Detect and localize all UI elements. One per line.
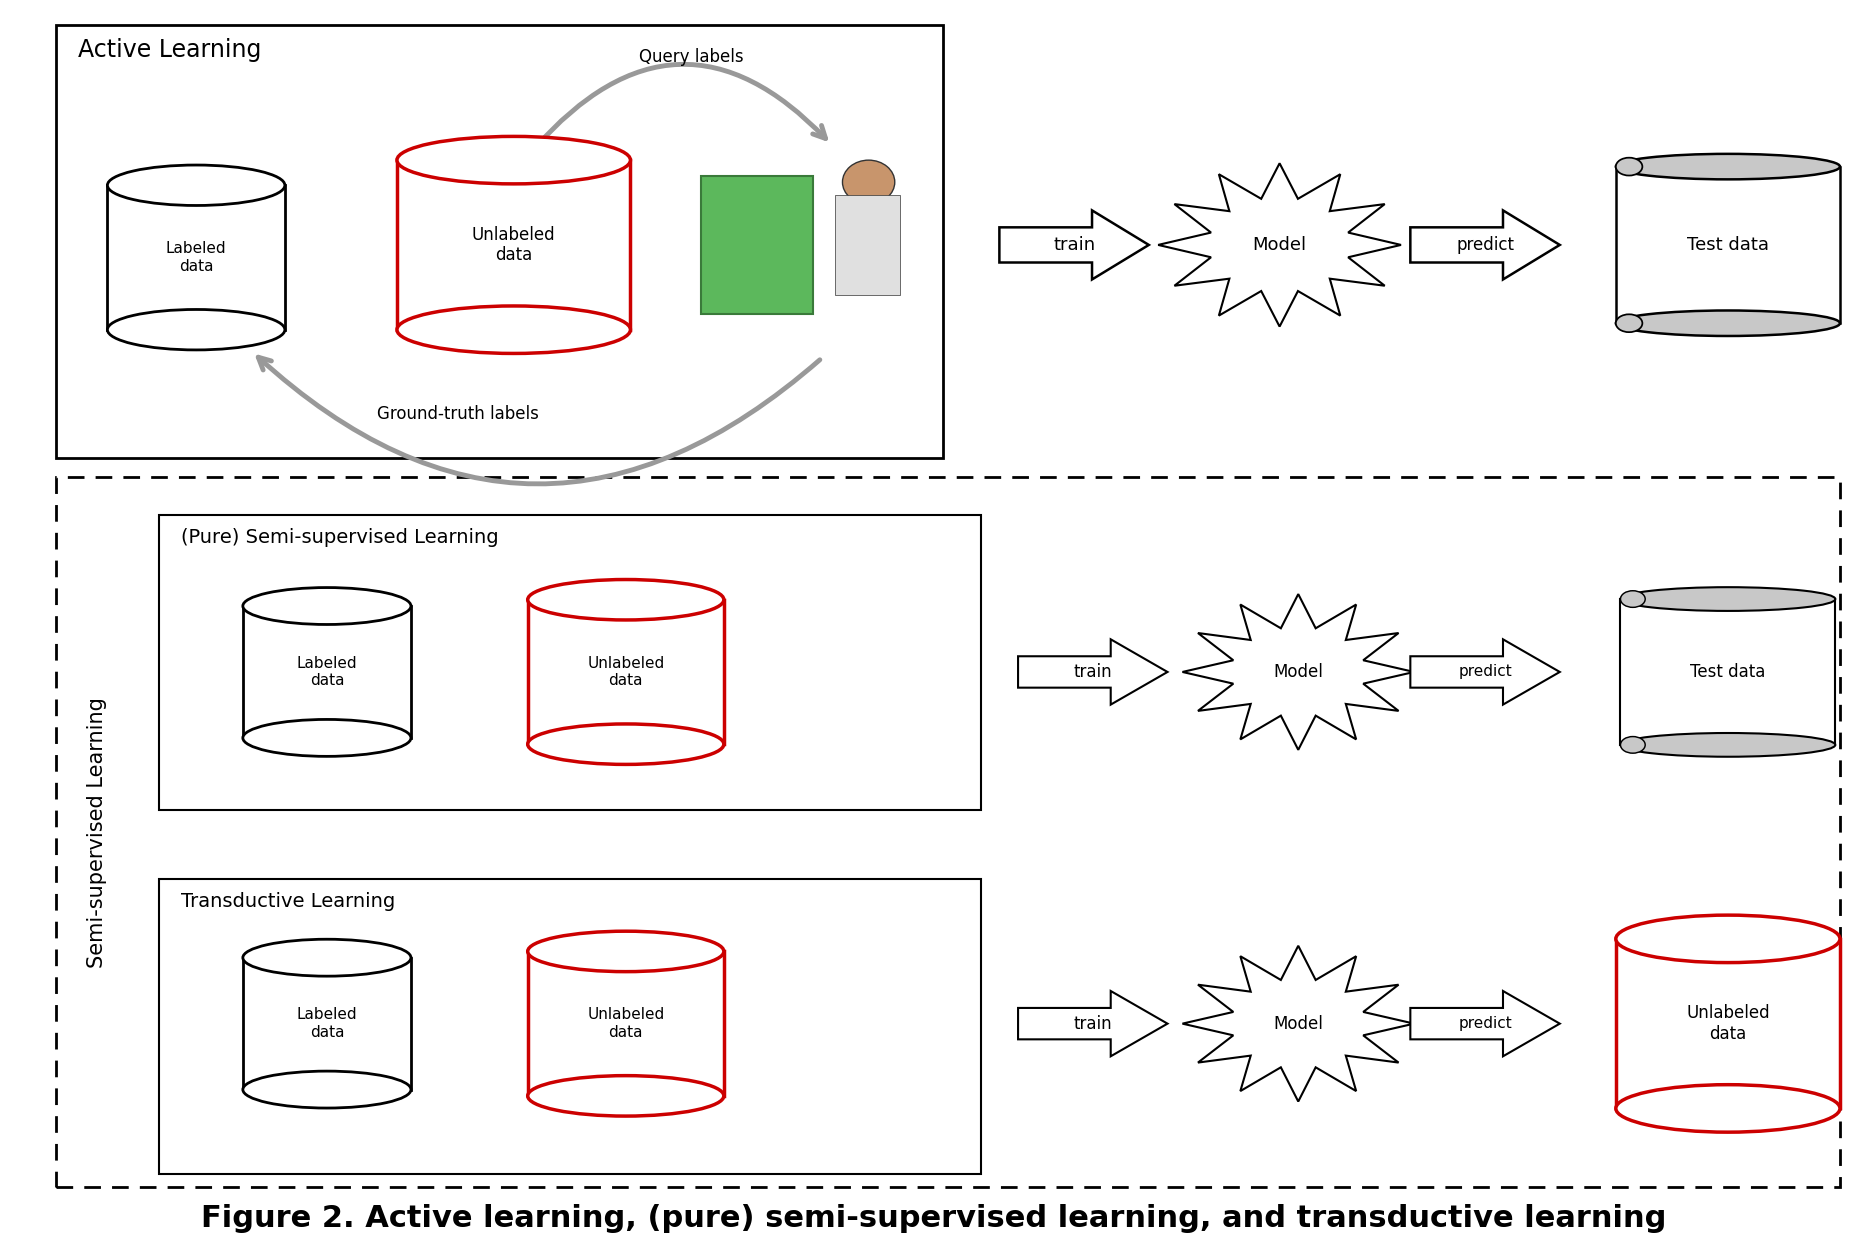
Circle shape <box>1616 314 1642 332</box>
Ellipse shape <box>398 306 631 353</box>
Ellipse shape <box>1621 587 1836 610</box>
Text: Labeled
data: Labeled data <box>297 656 357 688</box>
Circle shape <box>1621 736 1646 754</box>
Bar <box>56 25 943 458</box>
Ellipse shape <box>842 160 895 203</box>
Ellipse shape <box>243 720 411 756</box>
Bar <box>108 185 286 329</box>
Ellipse shape <box>529 1075 725 1117</box>
Text: predict: predict <box>1459 1016 1511 1031</box>
Bar <box>243 605 411 737</box>
Text: Query labels: Query labels <box>639 48 743 65</box>
Ellipse shape <box>106 165 286 206</box>
Text: Unlabeled
data: Unlabeled data <box>473 226 555 264</box>
Text: Active Learning: Active Learning <box>78 38 262 62</box>
Polygon shape <box>1410 210 1560 279</box>
Ellipse shape <box>1616 1085 1840 1132</box>
Ellipse shape <box>243 1071 411 1108</box>
Bar <box>243 957 411 1089</box>
Polygon shape <box>1182 594 1414 750</box>
Text: predict: predict <box>1455 236 1515 254</box>
Bar <box>1621 610 1834 734</box>
Text: Model: Model <box>1274 1015 1323 1032</box>
Circle shape <box>1616 158 1642 176</box>
Ellipse shape <box>243 939 411 976</box>
Bar <box>1616 180 1840 310</box>
Bar <box>835 195 900 295</box>
Bar <box>398 160 631 329</box>
Ellipse shape <box>1616 153 1840 180</box>
Text: train: train <box>1054 236 1095 254</box>
Text: Unlabeled
data: Unlabeled data <box>1687 1005 1769 1042</box>
Text: Test data: Test data <box>1691 663 1765 681</box>
Ellipse shape <box>529 723 725 765</box>
Ellipse shape <box>1616 916 1840 962</box>
Text: Unlabeled
data: Unlabeled data <box>587 1007 665 1040</box>
Text: Unlabeled
data: Unlabeled data <box>587 656 665 688</box>
Ellipse shape <box>398 137 631 183</box>
FancyArrowPatch shape <box>258 357 820 484</box>
Text: predict: predict <box>1459 664 1511 679</box>
Text: Test data: Test data <box>1687 236 1769 254</box>
Text: Labeled
data: Labeled data <box>166 241 226 274</box>
Text: train: train <box>1074 1015 1111 1032</box>
Polygon shape <box>1158 163 1401 327</box>
Polygon shape <box>1018 991 1168 1056</box>
Polygon shape <box>999 210 1149 279</box>
Text: Semi-supervised Learning: Semi-supervised Learning <box>88 697 106 967</box>
Polygon shape <box>1410 991 1560 1056</box>
Ellipse shape <box>1621 734 1836 756</box>
FancyArrowPatch shape <box>534 64 826 148</box>
Bar <box>1616 939 1840 1109</box>
Text: (Pure) Semi-supervised Learning: (Pure) Semi-supervised Learning <box>181 528 499 546</box>
Circle shape <box>1621 590 1646 608</box>
Bar <box>529 599 725 744</box>
Text: Labeled
data: Labeled data <box>297 1007 357 1040</box>
Bar <box>56 477 1840 1187</box>
Bar <box>159 879 981 1174</box>
Polygon shape <box>1182 946 1414 1102</box>
Text: Model: Model <box>1274 663 1323 681</box>
Text: train: train <box>1074 663 1111 681</box>
Bar <box>700 176 813 314</box>
Bar <box>159 515 981 810</box>
Text: Ground-truth labels: Ground-truth labels <box>377 406 538 423</box>
Ellipse shape <box>529 931 725 972</box>
Ellipse shape <box>529 579 725 620</box>
Text: Figure 2. Active learning, (pure) semi-supervised learning, and transductive lea: Figure 2. Active learning, (pure) semi-s… <box>202 1205 1666 1233</box>
Ellipse shape <box>106 309 286 350</box>
Text: Model: Model <box>1253 236 1306 254</box>
Bar <box>529 952 725 1095</box>
Polygon shape <box>1018 639 1168 705</box>
Ellipse shape <box>243 588 411 624</box>
Text: Transductive Learning: Transductive Learning <box>181 892 396 911</box>
Polygon shape <box>1410 639 1560 705</box>
Ellipse shape <box>1616 310 1840 335</box>
